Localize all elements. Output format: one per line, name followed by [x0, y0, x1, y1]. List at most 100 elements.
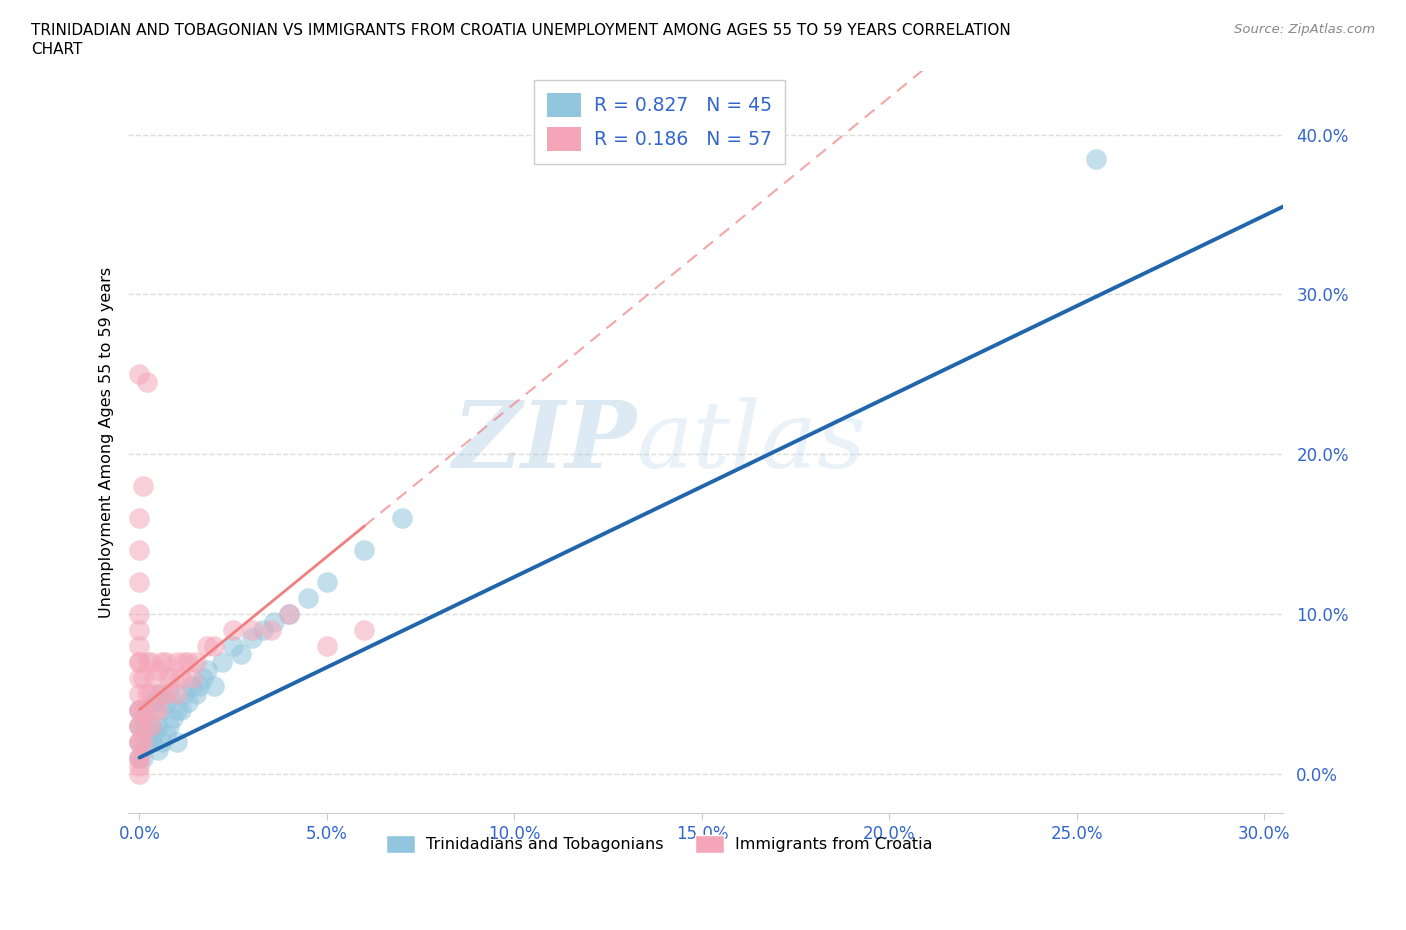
Point [195, 662, 218, 677]
Point [148, 718, 170, 733]
Point [353, 542, 375, 557]
Point [173, 655, 195, 670]
Point [128, 734, 150, 749]
Point [170, 702, 193, 717]
Point [166, 686, 188, 701]
Point [162, 671, 184, 685]
Point [139, 734, 162, 749]
Point [148, 742, 170, 757]
Point [181, 678, 204, 693]
Point [128, 655, 150, 670]
Point [195, 638, 218, 653]
Point [1084, 152, 1107, 166]
Point [148, 702, 170, 717]
Point [240, 631, 263, 645]
Point [128, 766, 150, 781]
Point [150, 655, 173, 670]
Point [278, 606, 301, 621]
Point [139, 718, 162, 733]
Point [128, 751, 150, 765]
Point [128, 575, 150, 590]
Y-axis label: Unemployment Among Ages 55 to 59 years: Unemployment Among Ages 55 to 59 years [100, 267, 114, 618]
Point [132, 751, 155, 765]
Point [166, 655, 188, 670]
Point [132, 479, 155, 494]
Point [204, 638, 226, 653]
Point [132, 734, 155, 749]
Point [128, 718, 150, 733]
Point [128, 671, 150, 685]
Point [128, 702, 150, 717]
Point [128, 655, 150, 670]
Point [143, 726, 166, 741]
Point [316, 638, 339, 653]
Point [170, 671, 193, 685]
Point [128, 751, 150, 765]
Point [148, 662, 170, 677]
Point [128, 734, 150, 749]
Point [316, 575, 339, 590]
Point [128, 702, 150, 717]
Point [136, 375, 159, 390]
Point [128, 638, 150, 653]
Point [136, 702, 159, 717]
Text: TRINIDADIAN AND TOBAGONIAN VS IMMIGRANTS FROM CROATIA UNEMPLOYMENT AMONG AGES 55: TRINIDADIAN AND TOBAGONIAN VS IMMIGRANTS… [31, 23, 1011, 38]
Point [128, 606, 150, 621]
Point [132, 718, 155, 733]
Text: atlas: atlas [637, 397, 866, 487]
Point [128, 542, 150, 557]
Point [139, 718, 162, 733]
Point [155, 655, 177, 670]
Point [148, 686, 170, 701]
Point [128, 702, 150, 717]
Point [181, 671, 204, 685]
Point [139, 686, 162, 701]
Point [260, 622, 283, 637]
Text: ZIP: ZIP [453, 397, 637, 487]
Point [155, 694, 177, 709]
Point [128, 718, 150, 733]
Point [159, 671, 181, 685]
Point [150, 686, 173, 701]
Point [136, 655, 159, 670]
Point [177, 694, 200, 709]
Point [136, 718, 159, 733]
Point [143, 694, 166, 709]
Point [222, 622, 245, 637]
Point [297, 591, 319, 605]
Point [252, 622, 274, 637]
Text: CHART: CHART [31, 42, 83, 57]
Point [132, 671, 155, 685]
Point [391, 511, 413, 525]
Point [150, 734, 173, 749]
Point [136, 686, 159, 701]
Point [184, 655, 207, 670]
Point [263, 615, 285, 630]
Point [150, 702, 173, 717]
Point [162, 711, 184, 725]
Point [128, 622, 150, 637]
Point [193, 671, 215, 685]
Point [159, 718, 181, 733]
Point [173, 686, 195, 701]
Point [128, 511, 150, 525]
Legend: Trinidadians and Tobagonians, Immigrants from Croatia: Trinidadians and Tobagonians, Immigrants… [378, 827, 941, 861]
Point [128, 366, 150, 381]
Point [188, 678, 211, 693]
Point [143, 702, 166, 717]
Point [166, 734, 188, 749]
Point [128, 686, 150, 701]
Point [222, 638, 245, 653]
Point [159, 686, 181, 701]
Point [128, 751, 150, 765]
Point [211, 655, 233, 670]
Point [177, 655, 200, 670]
Point [166, 702, 188, 717]
Point [155, 726, 177, 741]
Point [128, 734, 150, 749]
Point [128, 718, 150, 733]
Text: Source: ZipAtlas.com: Source: ZipAtlas.com [1234, 23, 1375, 36]
Point [155, 686, 177, 701]
Point [184, 686, 207, 701]
Point [132, 702, 155, 717]
